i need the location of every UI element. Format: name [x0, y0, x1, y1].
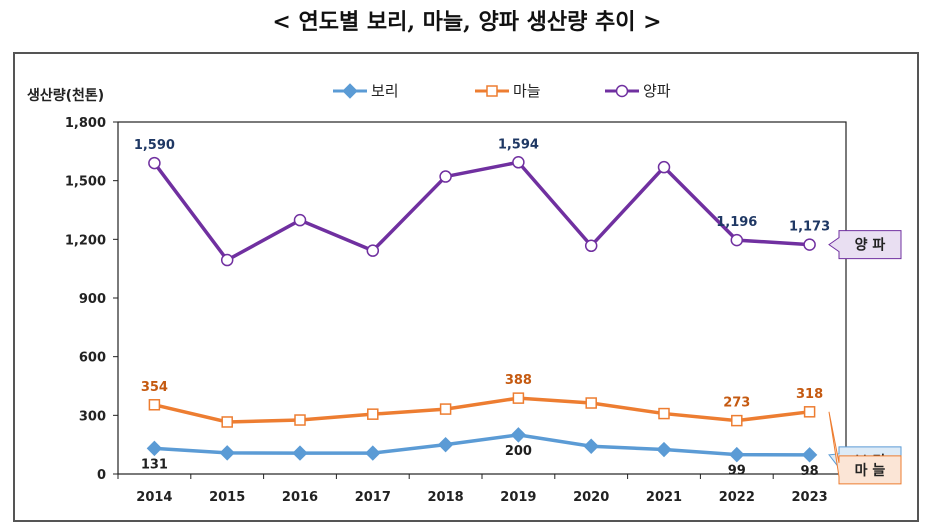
point-양파: [512, 156, 525, 169]
point-보리: [219, 445, 235, 461]
y-tick-label: 0: [97, 468, 106, 483]
point-마늘: [803, 406, 816, 418]
data-label-마늘: 388: [505, 373, 532, 388]
point-보리: [510, 427, 527, 443]
legend-label-마늘: 마늘: [513, 82, 541, 100]
data-label-마늘: 318: [796, 387, 823, 402]
x-tick-label: 2023: [792, 490, 828, 505]
y-axis-label: 생산량(천톤): [27, 87, 104, 104]
chart-frame: 0 300 600 900 1,200 1,500 1,800 2014 2015 2016 201…: [13, 52, 919, 522]
y-tick-label: 1,200: [65, 233, 106, 248]
point-마늘: [585, 397, 597, 409]
point-양파: [803, 238, 816, 251]
point-보리: [729, 446, 745, 463]
data-label-보리: 98: [801, 464, 819, 479]
series-line-양파: [153, 160, 810, 263]
series-tag-label-양파: 양 파: [855, 238, 886, 254]
series-line-마늘: [153, 396, 810, 424]
point-양파: [657, 160, 671, 174]
y-tick-label: 600: [79, 351, 106, 366]
point-양파: [439, 170, 452, 183]
point-양파: [730, 233, 744, 247]
point-마늘: [512, 392, 525, 404]
x-tick-label: 2021: [646, 490, 682, 505]
series-tag-마늘: [828, 411, 902, 485]
x-tick-label: 2022: [719, 490, 755, 505]
point-보리: [583, 438, 599, 454]
series-line-보리: [154, 433, 810, 457]
data-label-마늘: 354: [141, 380, 168, 395]
point-마늘: [486, 85, 498, 97]
point-보리: [656, 441, 672, 458]
data-label-보리: 99: [728, 464, 746, 479]
point-양파: [293, 213, 307, 227]
data-label-보리: 200: [505, 444, 532, 459]
point-양파: [148, 156, 161, 170]
legend-label-양파: 양파: [643, 82, 671, 100]
point-마늘: [294, 414, 306, 426]
point-마늘: [731, 414, 743, 427]
series-tag-label-마늘: 마 늘: [855, 463, 886, 479]
point-양파: [220, 253, 234, 267]
data-label-마늘: 273: [723, 396, 750, 411]
point-양파: [615, 84, 629, 98]
y-tick-label: 300: [79, 409, 106, 424]
point-보리: [801, 447, 818, 463]
x-tick-label: 2016: [282, 490, 318, 505]
x-tick-label: 2019: [500, 490, 536, 505]
point-마늘: [367, 408, 379, 420]
point-보리: [365, 445, 381, 461]
point-양파: [584, 239, 598, 253]
data-label-양파: 1,196: [716, 215, 757, 230]
point-보리: [342, 83, 358, 99]
line-chart: 0 300 600 900 1,200 1,500 1,800 2014 2015 2016 201…: [27, 82, 902, 505]
x-tick-label: 2014: [136, 490, 172, 505]
x-tick-label: 2020: [573, 490, 609, 505]
point-마늘: [439, 403, 452, 415]
data-label-양파: 1,594: [498, 137, 539, 152]
point-양파: [366, 244, 380, 257]
x-tick-label: 2017: [355, 490, 391, 505]
y-tick-label: 900: [79, 292, 106, 307]
x-tick-label: 2018: [428, 490, 464, 505]
data-label-양파: 1,173: [789, 220, 830, 235]
page-title: < 연도별 보리, 마늘, 양파 생산량 추이 >: [272, 9, 662, 35]
x-tick-label: 2015: [209, 490, 245, 505]
legend-label-보리: 보리: [371, 82, 399, 100]
point-마늘: [221, 416, 233, 428]
data-label-보리: 131: [141, 457, 168, 472]
data-label-양파: 1,590: [134, 138, 175, 153]
point-마늘: [148, 399, 161, 411]
y-tick-label: 1,800: [65, 116, 106, 131]
series-tag-양파: [828, 230, 902, 260]
point-보리: [146, 440, 163, 457]
y-tick-label: 1,500: [65, 175, 106, 190]
point-보리: [292, 445, 308, 461]
point-보리: [437, 436, 454, 453]
point-마늘: [658, 407, 670, 420]
